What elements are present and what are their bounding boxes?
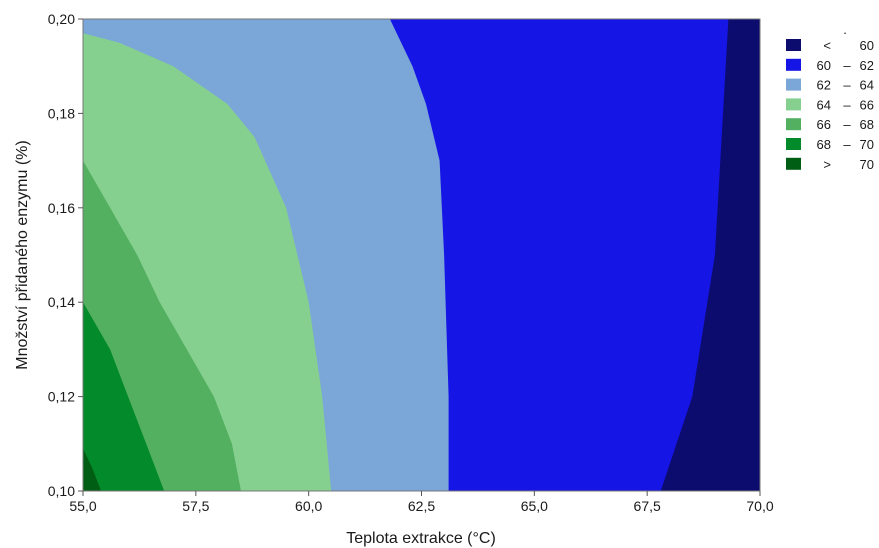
legend-label-end: 64	[860, 78, 874, 93]
legend-label-end: 60	[860, 38, 874, 53]
x-axis-title: Teplota extrakce (°C)	[346, 530, 496, 547]
y-tick-label: 0,16	[48, 200, 75, 216]
y-tick-label: 0,18	[48, 105, 75, 121]
contour-region-gt70	[83, 448, 102, 491]
legend-swatch	[786, 118, 801, 131]
legend-label-start: 60	[817, 58, 831, 73]
y-tick-label: 0,12	[48, 389, 75, 405]
x-axis: 55,0 57,5 60,0 62,5 65,0 67,5 70,0	[69, 491, 774, 514]
x-tick-label: 62,5	[408, 498, 435, 514]
legend-label-end: 66	[860, 97, 874, 112]
x-tick-label: 57,5	[182, 498, 209, 514]
legend-label-start: >	[823, 157, 831, 172]
legend-swatch	[786, 78, 801, 91]
legend-label-start: 68	[817, 137, 831, 152]
x-tick-label: 55,0	[69, 498, 96, 514]
x-tick-label: 70,0	[746, 498, 773, 514]
y-axis-title: Množství přidaného enzymu (%)	[14, 140, 31, 369]
legend-label-start: <	[823, 38, 831, 53]
y-axis: 0,10 0,12 0,14 0,16 0,18 0,20	[48, 11, 83, 499]
y-tick-label: 0,20	[48, 11, 75, 27]
legend-label-dash: –	[843, 58, 851, 73]
legend-swatch	[786, 39, 801, 51]
legend-swatch	[786, 157, 801, 170]
legend-swatch	[786, 98, 801, 111]
legend-label-dash: –	[843, 117, 851, 132]
x-tick-label: 67,5	[634, 498, 661, 514]
legend-swatch	[786, 58, 801, 71]
contour-region-68-70	[83, 302, 165, 491]
legend-label-end: 68	[860, 117, 874, 132]
contour-regions	[83, 19, 760, 491]
legend-label-dash: –	[843, 78, 851, 93]
legend-label-dash: –	[843, 137, 851, 152]
legend-label-end: 70	[860, 137, 874, 152]
legend-label-start: 64	[817, 97, 831, 112]
legend-label-start: 62	[817, 78, 831, 93]
x-tick-label: 65,0	[521, 498, 548, 514]
legend-label-end: 62	[860, 58, 874, 73]
y-tick-label: 0,10	[48, 483, 75, 499]
legend-label-end: 70	[860, 157, 874, 172]
legend-swatch	[786, 138, 801, 150]
legend-label-start: 66	[817, 117, 831, 132]
legend-label-dash: –	[843, 97, 851, 112]
y-tick-label: 0,14	[48, 294, 75, 310]
legend-marker: .	[843, 22, 847, 37]
x-tick-label: 60,0	[295, 498, 322, 514]
